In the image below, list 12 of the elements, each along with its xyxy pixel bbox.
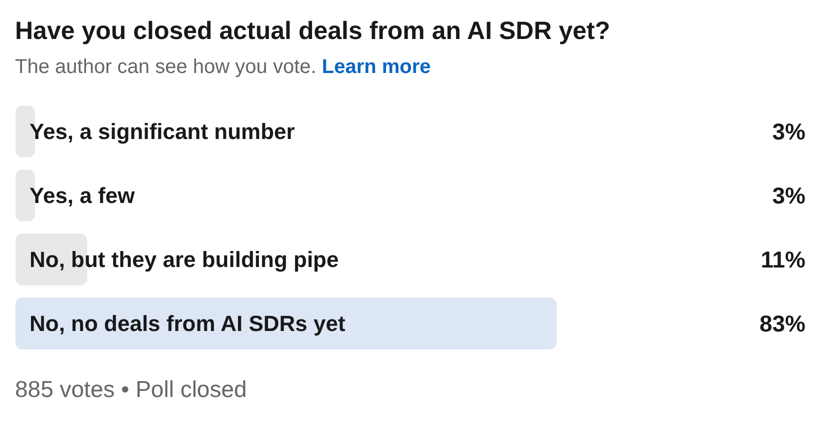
y-tick-label: Yes, a few [30, 183, 136, 208]
text: 885 votes • Poll closed [15, 376, 247, 402]
chart-title: Have you closed actual deals from an AI SDR yet? [15, 16, 610, 46]
data-label: 11% [760, 246, 806, 272]
y-tick-label: Yes, a significant number [30, 119, 296, 144]
data-label: 3% [772, 182, 806, 208]
y-tick-label: No, no deals from AI SDRs yet [30, 311, 346, 336]
data-label: 83% [759, 310, 806, 336]
chart-subtitle: The author can see how you vote. [15, 56, 316, 78]
y-tick-label: No, but they are building pipe [30, 247, 339, 272]
text: Learn more [322, 56, 431, 78]
data-label: 3% [772, 118, 806, 144]
